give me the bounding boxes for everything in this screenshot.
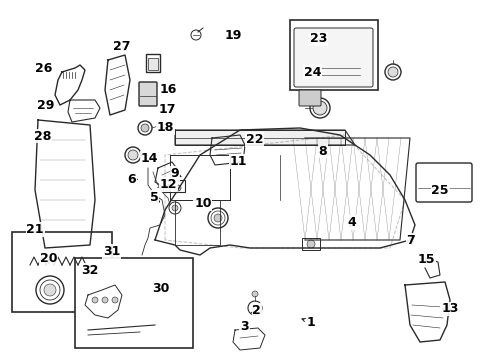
- Text: 15: 15: [417, 253, 434, 266]
- Text: 27: 27: [112, 40, 130, 53]
- Text: 17: 17: [159, 103, 176, 116]
- Circle shape: [384, 64, 400, 80]
- Bar: [148, 58, 158, 70]
- Bar: [75, 258, 193, 348]
- Circle shape: [251, 291, 258, 297]
- Text: 22: 22: [245, 133, 263, 146]
- Text: 30: 30: [152, 282, 170, 294]
- Text: 20: 20: [40, 252, 58, 265]
- Bar: [163, 180, 184, 192]
- Circle shape: [210, 211, 224, 225]
- Text: 11: 11: [229, 155, 247, 168]
- Circle shape: [312, 101, 326, 115]
- Text: 31: 31: [102, 245, 120, 258]
- Bar: [146, 54, 160, 72]
- Text: 29: 29: [37, 99, 54, 112]
- Text: 24: 24: [304, 66, 321, 78]
- Bar: [302, 238, 319, 250]
- Circle shape: [306, 240, 314, 248]
- Text: 8: 8: [318, 145, 326, 158]
- Circle shape: [172, 205, 178, 211]
- Text: 9: 9: [170, 167, 179, 180]
- FancyBboxPatch shape: [415, 163, 471, 202]
- Circle shape: [169, 202, 181, 214]
- Circle shape: [112, 297, 118, 303]
- Text: 5: 5: [149, 191, 158, 204]
- Circle shape: [141, 124, 149, 132]
- Text: 10: 10: [194, 197, 211, 210]
- Circle shape: [191, 30, 201, 40]
- Circle shape: [36, 276, 64, 304]
- Text: 19: 19: [224, 29, 242, 42]
- Circle shape: [128, 150, 138, 160]
- FancyBboxPatch shape: [139, 82, 157, 106]
- Text: 25: 25: [430, 184, 448, 197]
- Text: 13: 13: [440, 302, 458, 315]
- Circle shape: [164, 185, 171, 191]
- Circle shape: [207, 208, 227, 228]
- Text: 14: 14: [140, 152, 158, 165]
- Text: 6: 6: [127, 173, 136, 186]
- Circle shape: [309, 98, 329, 118]
- Circle shape: [214, 214, 222, 222]
- Circle shape: [102, 297, 108, 303]
- Bar: [289, 20, 377, 90]
- Text: 23: 23: [309, 32, 327, 45]
- Text: 26: 26: [35, 62, 53, 75]
- Circle shape: [247, 301, 262, 315]
- Text: 2: 2: [252, 304, 261, 317]
- Text: 28: 28: [34, 130, 51, 143]
- Text: 18: 18: [156, 121, 174, 134]
- Text: 4: 4: [347, 216, 356, 229]
- Text: 1: 1: [306, 316, 315, 329]
- Circle shape: [175, 185, 181, 191]
- FancyBboxPatch shape: [298, 90, 320, 106]
- Circle shape: [44, 284, 56, 296]
- Text: 7: 7: [406, 234, 414, 247]
- Circle shape: [40, 280, 60, 300]
- Bar: [175, 130, 345, 145]
- Text: 32: 32: [81, 264, 98, 276]
- Circle shape: [125, 147, 141, 163]
- Text: 16: 16: [160, 83, 177, 96]
- FancyBboxPatch shape: [293, 28, 372, 87]
- Circle shape: [387, 67, 397, 77]
- Circle shape: [92, 297, 98, 303]
- Text: 12: 12: [160, 178, 177, 191]
- Bar: [12, 232, 112, 312]
- Text: 3: 3: [240, 320, 248, 333]
- Circle shape: [138, 121, 152, 135]
- Text: 21: 21: [26, 223, 44, 236]
